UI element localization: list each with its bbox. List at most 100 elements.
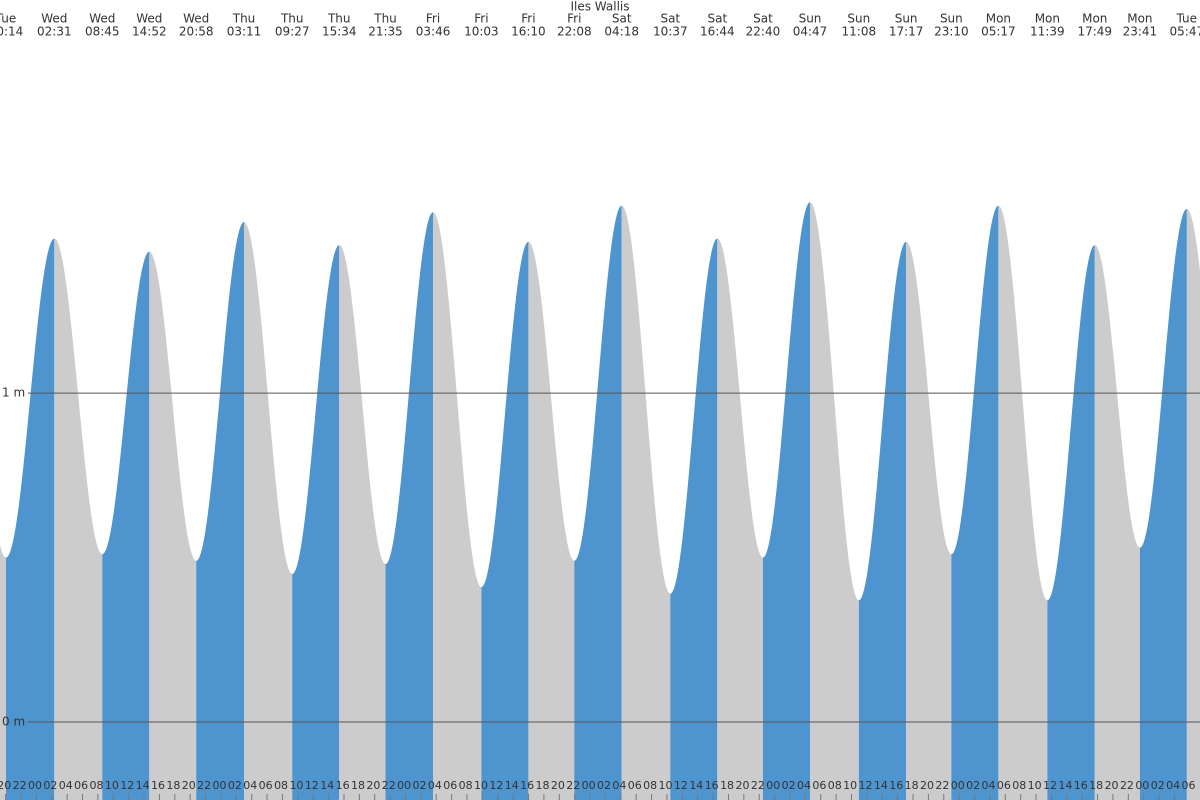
falling-tide (54, 238, 103, 800)
extreme-day: Fri (567, 12, 581, 26)
falling-tide (149, 251, 197, 800)
x-tick-label: 22 (1120, 779, 1134, 792)
extreme-time: 23:10 (934, 25, 969, 39)
extreme-time: 22:40 (746, 25, 781, 39)
x-tick-label: 18 (166, 779, 180, 792)
extreme-day: Sun (799, 12, 822, 26)
falling-tide (1094, 245, 1140, 800)
extreme-day: Fri (521, 12, 535, 26)
x-tick-label: 08 (643, 779, 657, 792)
x-tick-label: 18 (720, 779, 734, 792)
extreme-time: 08:45 (85, 25, 120, 39)
x-tick-label: 20 (735, 779, 749, 792)
rising-tide (1047, 245, 1095, 800)
x-tick-label: 00 (582, 779, 596, 792)
rising-tide (670, 238, 718, 800)
extreme-time: 14:52 (132, 25, 167, 39)
rising-tide (102, 251, 150, 800)
extreme-time: 04:18 (604, 25, 639, 39)
x-tick-label: 18 (1089, 779, 1103, 792)
extreme-day: Mon (1127, 12, 1152, 26)
rising-tide (385, 212, 434, 800)
extreme-day: Sat (660, 12, 680, 26)
x-tick-label: 10 (659, 779, 673, 792)
x-tick-label: 14 (689, 779, 703, 792)
extreme-time: 03:11 (227, 25, 262, 39)
x-tick-label: 16 (151, 779, 165, 792)
extreme-day: Fri (426, 12, 440, 26)
x-tick-label: 18 (536, 779, 550, 792)
x-tick-label: 14 (1058, 779, 1072, 792)
x-tick-label: 20 (1105, 779, 1119, 792)
x-tick-label: 16 (1074, 779, 1088, 792)
x-tick-label: 22 (13, 779, 27, 792)
x-tick-label: 06 (812, 779, 826, 792)
extreme-time: 03:46 (416, 25, 451, 39)
x-tick-label: 02 (966, 779, 980, 792)
extreme-day: Wed (136, 12, 162, 26)
extreme-day: Tue (1176, 12, 1198, 26)
rising-tide (951, 205, 999, 800)
x-tick-label: 12 (120, 779, 134, 792)
extreme-day: Sat (707, 12, 727, 26)
extreme-time: 04:47 (793, 25, 828, 39)
x-tick-label: 20 (920, 779, 934, 792)
x-tick-label: 06 (259, 779, 273, 792)
x-tick-label: 16 (336, 779, 350, 792)
x-tick-label: 10 (843, 779, 857, 792)
x-tick-label: 04 (982, 779, 996, 792)
x-tick-label: 16 (705, 779, 719, 792)
x-tick-label: 18 (351, 779, 365, 792)
falling-tide (717, 238, 763, 800)
x-tick-label: 12 (489, 779, 503, 792)
tide-edge (0, 545, 7, 800)
falling-tide (810, 202, 859, 800)
rising-tide (481, 241, 529, 800)
rising-tide (196, 222, 245, 800)
falling-tide (998, 205, 1048, 800)
extreme-time: 23:41 (1123, 25, 1158, 39)
chart-title: Iles Wallis (570, 0, 629, 14)
x-tick-label: 04 (1166, 779, 1180, 792)
x-tick-label: 02 (228, 779, 242, 792)
extreme-time: 20:58 (179, 25, 214, 39)
rising-tide (574, 205, 622, 800)
x-tick-label: 22 (751, 779, 765, 792)
y-tick-label: 1 m (2, 386, 25, 400)
x-tick-label: 00 (213, 779, 227, 792)
x-tick-label: 14 (505, 779, 519, 792)
x-tick-label: 14 (136, 779, 150, 792)
x-tick-label: 16 (520, 779, 534, 792)
x-tick-label: 22 (566, 779, 580, 792)
x-tick-label: 18 (905, 779, 919, 792)
x-tick-label: 00 (766, 779, 780, 792)
x-tick-label: 00 (28, 779, 42, 792)
extreme-day: Sun (940, 12, 963, 26)
rising-tide (1139, 208, 1187, 800)
extreme-time: 05:47 (1170, 25, 1200, 39)
extreme-day: Sun (895, 12, 918, 26)
extreme-day: Thu (280, 12, 304, 26)
extreme-time: 21:35 (368, 25, 403, 39)
extreme-day: Tue (0, 12, 16, 26)
extreme-time: 10:03 (464, 25, 499, 39)
extreme-day: Mon (986, 12, 1011, 26)
extreme-time: 16:44 (700, 25, 735, 39)
extreme-time: 22:08 (557, 25, 592, 39)
extreme-day: Wed (89, 12, 115, 26)
x-tick-label: 02 (782, 779, 796, 792)
extreme-time: 10:37 (653, 25, 688, 39)
x-tick-label: 20 (366, 779, 380, 792)
extreme-day: Thu (232, 12, 256, 26)
x-tick-label: 02 (597, 779, 611, 792)
rising-tide (762, 202, 810, 800)
extreme-day: Wed (41, 12, 67, 26)
x-tick-label: 00 (1135, 779, 1149, 792)
extreme-day: Sat (753, 12, 773, 26)
falling-tide (621, 205, 671, 800)
x-tick-label: 10 (289, 779, 303, 792)
x-tick-label: 04 (797, 779, 811, 792)
x-tick-label: 14 (320, 779, 334, 792)
x-tick-label: 12 (1043, 779, 1057, 792)
x-tick-label: 08 (274, 779, 288, 792)
